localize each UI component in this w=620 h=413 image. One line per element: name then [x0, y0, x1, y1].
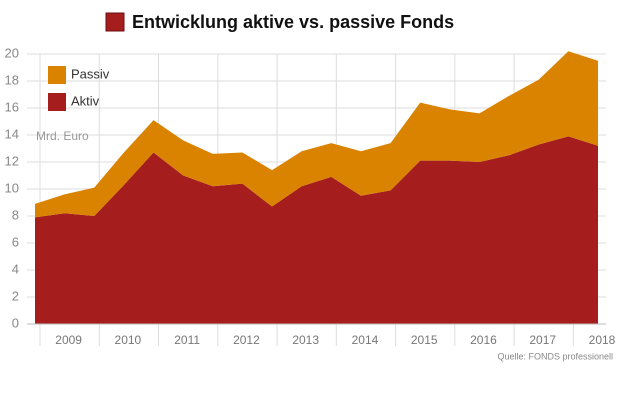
y-tick-label: 12	[5, 153, 19, 168]
plot: 0 2 4 6 8 10 12 14 16 18 20 2009 2010 2011 2012 2013 201…	[5, 45, 616, 347]
legend-label: Passiv	[71, 66, 110, 81]
x-tick-label: 2018	[589, 333, 616, 347]
y-tick-label: 14	[5, 126, 19, 141]
x-tick-label: 2009	[55, 333, 82, 347]
x-tick-label: 2017	[529, 333, 556, 347]
source: Quelle: FONDS professionell	[497, 351, 613, 361]
x-tick-label: 2012	[233, 333, 260, 347]
x-tick-label: 2010	[115, 333, 142, 347]
legend-swatch	[48, 93, 66, 111]
x-tick-label: 2016	[470, 333, 497, 347]
y-axis-label: Mrd. Euro	[36, 129, 89, 143]
legend-label: Aktiv	[71, 93, 100, 108]
y-tick-label: 8	[12, 207, 19, 222]
y-tick-label: 10	[5, 180, 19, 195]
y-tick-label: 2	[12, 288, 19, 303]
chart-title: Entwicklung aktive vs. passive Fonds	[132, 12, 454, 32]
area	[35, 51, 598, 218]
y-tick-label: 0	[12, 315, 19, 330]
y-tick-label: 20	[5, 45, 19, 60]
x-tick-label: 2011	[174, 333, 200, 347]
title-icon	[105, 12, 125, 32]
y-tick-label: 4	[12, 261, 19, 276]
x-tick-label: 2015	[411, 333, 438, 347]
area	[35, 136, 598, 324]
y-tick-label: 18	[5, 72, 19, 87]
legend-swatch	[48, 66, 66, 84]
x-tick-label: 2013	[292, 333, 319, 347]
y-tick-label: 6	[12, 234, 19, 249]
y-tick-label: 16	[5, 99, 19, 114]
x-tick-label: 2014	[352, 333, 379, 347]
